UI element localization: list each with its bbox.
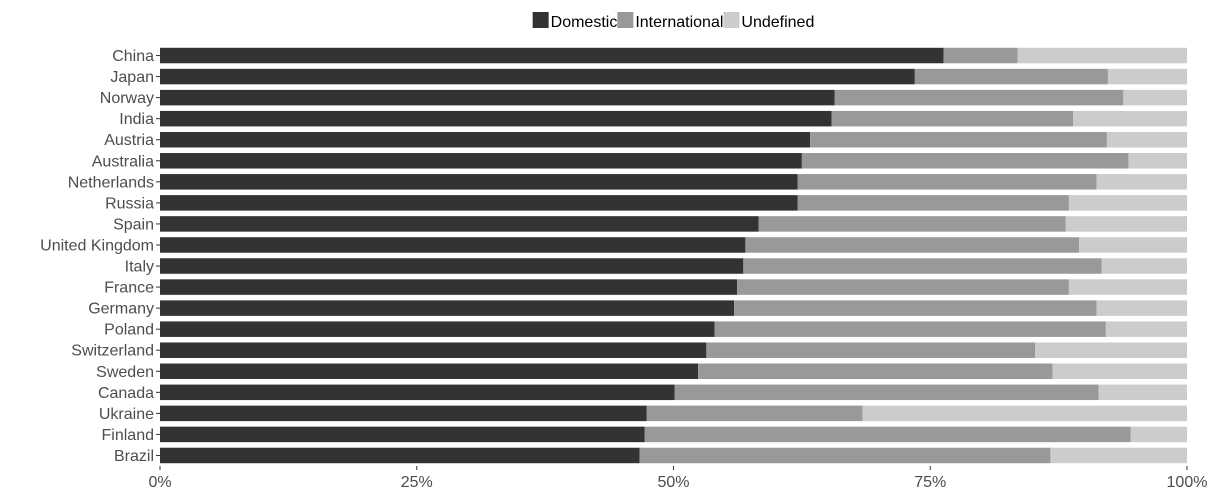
category-label: Switzerland [71,343,154,360]
bar-undefined-ukraine [862,405,1187,422]
bar-international-russia [797,195,1069,211]
bar-undefined-russia [1068,195,1187,211]
bar-international-ukraine [646,405,863,422]
bar-undefined-united-kingdom [1079,237,1187,253]
category-label: Austria [104,132,154,149]
bar-international-finland [644,426,1131,443]
bar-undefined-canada [1098,384,1187,401]
legend-label-undefined: Undefined [741,14,814,31]
bar-undefined-finland [1130,426,1187,443]
bar-domestic-brazil [160,447,640,464]
bar-international-united-kingdom [745,237,1080,253]
category-label: Sweden [96,364,154,381]
bar-undefined-germany [1096,300,1187,316]
bar-domestic-spain [160,216,759,232]
bar-domestic-poland [160,321,715,337]
bar-undefined-japan [1107,68,1187,85]
bar-domestic-sweden [160,363,699,380]
bar-undefined-norway [1123,89,1187,106]
x-tick-label: 0% [148,474,171,491]
bar-domestic-india [160,110,832,127]
category-label: Brazil [114,448,154,465]
legend-swatch-international [617,12,634,28]
bar-domestic-russia [160,195,798,211]
legend-label-domestic: Domestic [551,14,618,31]
bar-domestic-norway [160,89,835,106]
bar-international-france [737,279,1069,295]
category-label: India [119,111,154,128]
legend-swatch-domestic [532,12,549,28]
bar-undefined-brazil [1050,447,1187,464]
bar-international-china [943,47,1018,64]
bar-domestic-austria [160,131,811,148]
category-label: Canada [98,385,154,402]
bar-undefined-spain [1065,216,1187,232]
legend-label-international: International [635,14,723,31]
category-label: Netherlands [68,174,154,191]
x-tick-label: 75% [914,474,946,491]
bar-undefined-sweden [1052,363,1187,380]
bar-domestic-united-kingdom [160,237,746,253]
bar-international-austria [810,131,1107,148]
category-label: China [112,48,154,65]
bar-international-india [831,110,1074,127]
bar-international-australia [801,153,1129,169]
bar-international-netherlands [797,174,1097,190]
legend-swatch-undefined [723,12,740,28]
bar-international-poland [714,321,1106,337]
legend: Domestic International Undefined [532,12,814,31]
bar-international-sweden [698,363,1053,380]
bar-undefined-india [1073,110,1187,127]
category-label: Poland [104,322,154,339]
x-tick-label: 100% [1167,474,1208,491]
category-label: Russia [105,195,154,212]
category-label: Finland [102,427,154,444]
category-label: Japan [110,69,154,86]
category-label: Australia [92,153,154,170]
bar-international-japan [914,68,1108,85]
x-tick-label: 25% [401,474,433,491]
bar-undefined-australia [1128,153,1187,169]
bar-domestic-canada [160,384,675,401]
bar-international-switzerland [706,342,1036,358]
bar-domestic-italy [160,258,744,274]
bar-domestic-australia [160,153,802,169]
bar-domestic-switzerland [160,342,707,358]
bar-undefined-switzerland [1035,342,1187,358]
bar-international-norway [834,89,1124,106]
category-label: Spain [113,216,154,233]
bar-international-canada [674,384,1099,401]
bar-domestic-france [160,279,738,295]
bar-undefined-netherlands [1096,174,1187,190]
bar-domestic-finland [160,426,645,443]
bar-domestic-china [160,47,944,64]
category-label: France [104,280,154,297]
category-label: Norway [100,90,154,107]
category-label: Germany [88,301,154,318]
bar-undefined-poland [1105,321,1187,337]
bar-domestic-ukraine [160,405,647,422]
bar-domestic-germany [160,300,735,316]
bar-international-brazil [639,447,1051,464]
category-label: United Kingdom [40,237,154,254]
category-label: Italy [125,259,154,276]
bar-undefined-austria [1106,131,1187,148]
bar-international-germany [734,300,1097,316]
bars [160,47,1187,464]
bar-domestic-japan [160,68,915,85]
category-labels: China Japan Norway India Austria Australia Net… [40,48,160,465]
bar-international-italy [743,258,1102,274]
bar-undefined-france [1068,279,1187,295]
x-axis: 0% 25% 50% 75% 100% [148,466,1207,491]
bar-undefined-china [1017,47,1187,64]
bar-domestic-netherlands [160,174,798,190]
x-tick-label: 50% [657,474,689,491]
bar-undefined-italy [1101,258,1187,274]
category-label: Ukraine [99,406,154,423]
bar-international-spain [758,216,1066,232]
